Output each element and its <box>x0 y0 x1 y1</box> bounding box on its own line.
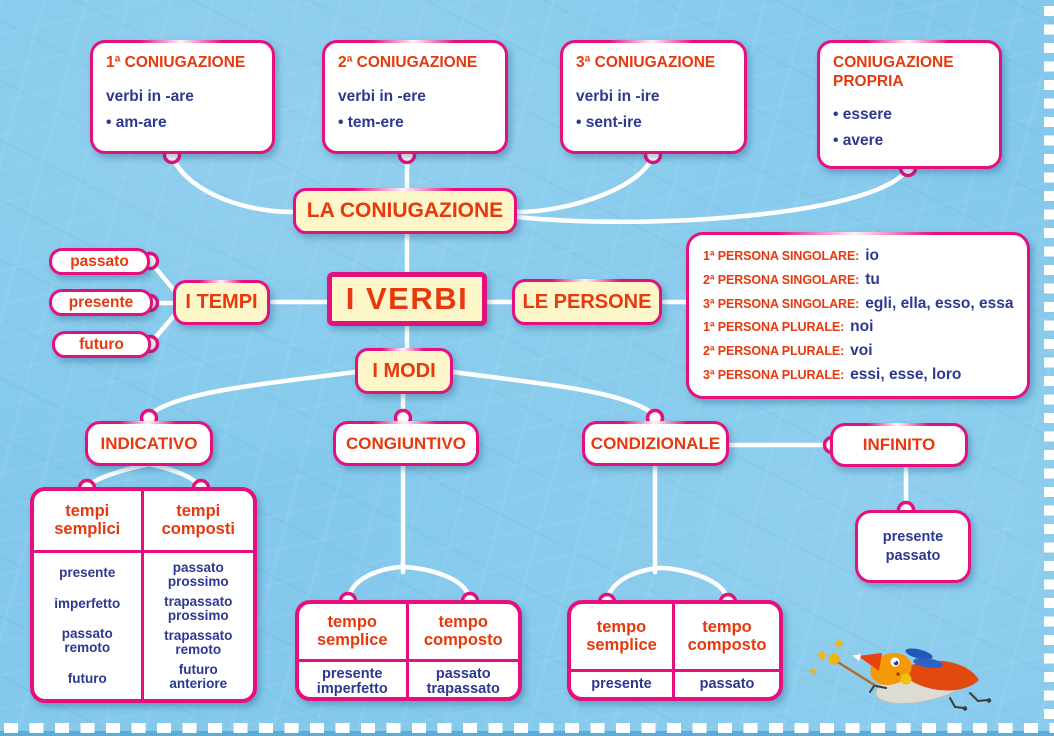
infinito-node: INFINITO <box>830 422 968 467</box>
indicativo-header-semplici: tempi semplici <box>34 491 141 553</box>
indicativo-header-composti: tempi composti <box>143 491 253 553</box>
conjugation-3-box: 3ª CONIUGAZIONE verbi in -ire • sent-ire <box>560 39 747 154</box>
table-cell: trapassato remoto <box>164 627 233 657</box>
persona-value: voi <box>850 342 873 360</box>
persona-row: 1ª PERSONA PLURALE: noi <box>703 318 1013 336</box>
persone-panel: 1ª PERSONA SINGOLARE: io 2ª PERSONA SING… <box>686 231 1030 399</box>
indicativo-node: INDICATIVO <box>85 420 213 466</box>
persona-row: 3ª PERSONA PLURALE: essi, esse, loro <box>703 366 1013 384</box>
conjugation-1-example: • am-are <box>106 113 167 131</box>
table-cell: imperfetto <box>316 681 388 698</box>
persona-row: 2ª PERSONA SINGOLARE: tu <box>703 271 1013 289</box>
table-cell: presente <box>591 676 652 692</box>
indicativo-cells-semplici: presente imperfetto passato remoto futur… <box>34 553 141 699</box>
la-coniugazione-node: LA CONIUGAZIONE <box>293 187 517 234</box>
table-cell: presente <box>59 565 116 581</box>
page-bottom-perforation <box>4 723 1054 733</box>
i-tempi-node: I TEMPI <box>173 279 270 325</box>
tempo-passato-node: passato <box>49 248 150 275</box>
conjugation-1-title: 1ª CONIUGAZIONE <box>106 54 246 71</box>
condizionale-table: tempo semplice presente tempo composto p… <box>567 600 783 701</box>
i-modi-node: I MODI <box>355 347 453 394</box>
conjugation-1-box: 1ª CONIUGAZIONE verbi in -are • am-are <box>90 39 275 154</box>
indicativo-table: tempi semplici presente imperfetto passa… <box>30 487 257 703</box>
tempo-presente-node: presente <box>49 289 153 316</box>
persona-row: 3ª PERSONA SINGOLARE: egli, ella, esso, … <box>703 295 1013 313</box>
congiuntivo-node: CONGIUNTIVO <box>333 420 479 466</box>
conjugation-2-title: 2ª CONIUGAZIONE <box>338 54 478 71</box>
persona-row: 2ª PERSONA PLURALE: voi <box>703 342 1013 360</box>
page-bottom-bar <box>0 731 1054 736</box>
table-cell: passato <box>699 676 755 692</box>
congiuntivo-header-semplice: tempo semplice <box>299 604 406 662</box>
table-cell: passato <box>435 666 491 682</box>
congiuntivo-col-composto: tempo composto passato trapassato <box>408 604 519 698</box>
congiuntivo-cells-semplice: presente imperfetto <box>299 662 406 698</box>
conjugation-3-title: 3ª CONIUGAZIONE <box>576 54 716 71</box>
infinito-passato: passato <box>885 547 941 564</box>
conjugation-propria-box: CONIUGAZIONE PROPRIA • essere • avere <box>817 39 1002 169</box>
conjugation-2-box: 2ª CONIUGAZIONE verbi in -ere • tem-ere <box>322 39 508 154</box>
conjugation-3-example: • sent-ire <box>576 113 642 131</box>
conjugation-1-line: verbi in -are <box>106 87 194 105</box>
page-right-perforation <box>1044 6 1054 722</box>
tempo-futuro-node: futuro <box>52 331 151 358</box>
table-cell: imperfetto <box>54 595 121 611</box>
persona-row: 1ª PERSONA SINGOLARE: io <box>703 247 1013 265</box>
conjugation-propria-essere: • essere <box>833 106 892 124</box>
table-cell: presente <box>322 666 383 682</box>
condizionale-col-composto: tempo composto passato <box>675 604 779 697</box>
persona-label: 2ª PERSONA PLURALE: <box>703 344 845 359</box>
infinito-presente: presente <box>882 529 944 546</box>
persona-value: egli, ella, esso, essa <box>865 294 1014 312</box>
condizionale-col-semplice: tempo semplice presente <box>571 604 675 697</box>
persona-label: 3ª PERSONA SINGOLARE: <box>703 296 860 311</box>
indicativo-cells-composti: passato prossimo trapassato prossimo tra… <box>144 553 254 699</box>
conjugation-2-line: verbi in -ere <box>338 87 426 105</box>
table-cell: passato remoto <box>61 626 113 656</box>
table-cell: trapassato prossimo <box>164 593 233 623</box>
table-cell: futuro anteriore <box>169 661 228 691</box>
infinito-tempi-box: presente passato <box>855 510 971 583</box>
conjugation-propria-title: CONIUGAZIONE PROPRIA <box>833 54 954 90</box>
condizionale-cells-composto: passato <box>675 672 779 697</box>
indicativo-col-semplici: tempi semplici presente imperfetto passa… <box>34 491 144 699</box>
condizionale-header-semplice: tempo semplice <box>571 604 672 672</box>
conjugation-3-line: verbi in -ire <box>576 87 660 105</box>
persona-label: 1ª PERSONA SINGOLARE: <box>703 249 860 263</box>
persona-value: essi, esse, loro <box>850 365 962 383</box>
persona-label: 1ª PERSONA PLURALE: <box>703 320 845 335</box>
le-persone-node: LE PERSONE <box>512 278 662 325</box>
persona-value: tu <box>865 270 880 288</box>
table-cell: trapassato <box>426 681 500 698</box>
persona-label: 2ª PERSONA SINGOLARE: <box>703 272 860 287</box>
i-verbi-node: I VERBI <box>327 272 487 326</box>
persona-value: noi <box>850 318 874 336</box>
congiuntivo-cells-composto: passato trapassato <box>409 662 519 698</box>
persona-value: io <box>865 247 880 264</box>
table-cell: futuro <box>67 670 107 686</box>
persona-label: 3ª PERSONA PLURALE: <box>703 367 845 382</box>
indicativo-col-composti: tempi composti passato prossimo trapassa… <box>143 491 254 699</box>
conjugation-2-example: • tem-ere <box>338 113 404 131</box>
mascot-flying-mouse-illustration <box>808 638 992 711</box>
condizionale-header-composto: tempo composto <box>675 604 779 672</box>
congiuntivo-table: tempo semplice presente imperfetto tempo… <box>295 600 522 701</box>
congiuntivo-header-composto: tempo composto <box>408 604 518 662</box>
conjugation-propria-avere: • avere <box>833 132 884 150</box>
condizionale-node: CONDIZIONALE <box>582 420 729 466</box>
condizionale-cells-semplice: presente <box>571 672 672 697</box>
congiuntivo-col-semplice: tempo semplice presente imperfetto <box>299 604 409 698</box>
table-cell: passato prossimo <box>167 559 229 589</box>
